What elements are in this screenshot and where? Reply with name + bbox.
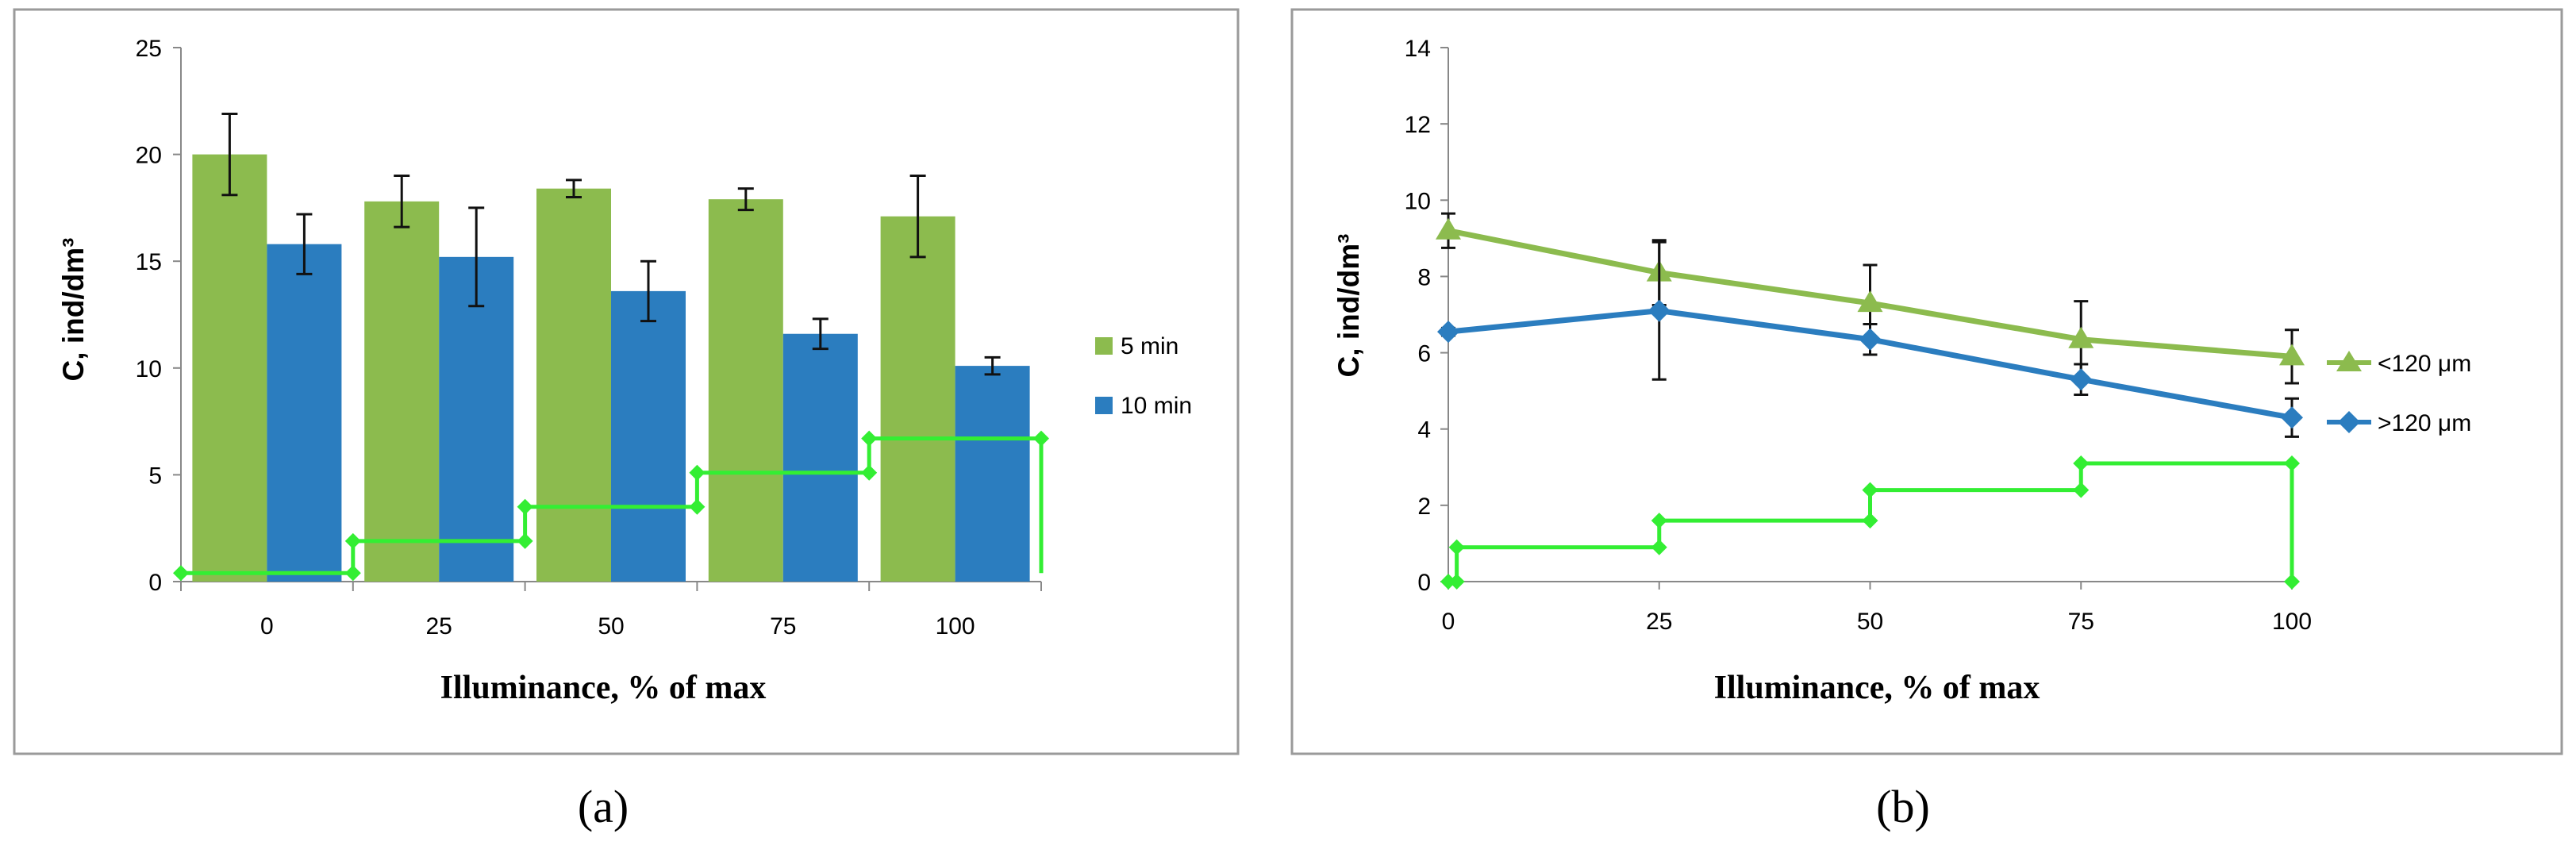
legend-swatch-5-min bbox=[1095, 337, 1113, 355]
light-profile-marker bbox=[1033, 430, 1049, 447]
x-tick-label: 0 bbox=[1442, 609, 1455, 635]
light-profile-marker bbox=[517, 532, 533, 549]
bar bbox=[192, 154, 267, 582]
light-profile-marker bbox=[2284, 574, 2300, 590]
light-profile-marker bbox=[689, 464, 706, 481]
legend-label-10-min: 10 min bbox=[1121, 393, 1192, 419]
panel-b-y-axis-label: C, ind/dm³ bbox=[1332, 234, 1365, 378]
bar bbox=[364, 201, 440, 582]
x-tick-label: 100 bbox=[936, 613, 975, 640]
series-marker-diamond bbox=[2281, 406, 2303, 429]
bar bbox=[880, 216, 955, 582]
light-profile-marker bbox=[861, 464, 878, 481]
legend-label-small: <120 μm bbox=[2378, 351, 2471, 377]
series-marker-triangle bbox=[2068, 326, 2094, 348]
panel-a: 0 5 10 15 20 25 0 25 50 75 100 Illuminance, % of m… bbox=[13, 8, 1240, 755]
y-tick-label: 12 bbox=[1405, 112, 1431, 138]
y-tick-label: 5 bbox=[148, 463, 162, 489]
y-tick-label: 4 bbox=[1417, 417, 1431, 444]
light-profile-marker bbox=[517, 498, 533, 515]
y-tick-label: 0 bbox=[148, 570, 162, 596]
legend-marker-diamond bbox=[2338, 411, 2360, 433]
caption-b: (b) bbox=[1876, 781, 1930, 832]
series-marker-diamond bbox=[1859, 328, 1882, 351]
panel-b-x-axis-label: Illuminance, % of max bbox=[1714, 670, 2040, 706]
light-profile-marker bbox=[2284, 455, 2300, 471]
series-marker-diamond bbox=[1437, 321, 1459, 344]
y-tick-label: 2 bbox=[1417, 494, 1431, 520]
light-profile-marker bbox=[1651, 539, 1667, 555]
x-tick-label: 0 bbox=[260, 613, 274, 640]
panel-b-tick-labels: 0 2 4 6 8 10 12 14 0 25 50 75 100 bbox=[1405, 36, 2312, 635]
panel-b-legend: <120 μm >120 μm bbox=[2327, 351, 2471, 436]
series-marker-triangle bbox=[2279, 344, 2305, 366]
light-profile-marker bbox=[1440, 574, 1456, 590]
panel-b-series bbox=[1436, 212, 2305, 438]
y-tick-label: 6 bbox=[1417, 341, 1431, 367]
y-tick-label: 10 bbox=[1405, 188, 1431, 214]
y-tick-label: 8 bbox=[1417, 264, 1431, 290]
light-profile-marker bbox=[1651, 513, 1667, 529]
panel-b: 0 2 4 6 8 10 12 14 0 25 50 75 100 Illuminance, % of … bbox=[1290, 8, 2563, 755]
bar bbox=[536, 188, 611, 582]
series-marker-diamond bbox=[1647, 299, 1671, 322]
x-tick-label: 25 bbox=[1646, 609, 1672, 635]
y-tick-label: 25 bbox=[136, 36, 162, 62]
light-profile-marker bbox=[173, 565, 189, 582]
light-profile-marker bbox=[1862, 513, 1878, 529]
panel-b-light-profile bbox=[1440, 455, 2300, 590]
light-profile-marker bbox=[2073, 482, 2090, 498]
bar bbox=[611, 290, 686, 582]
bar bbox=[955, 366, 1030, 582]
x-tick-label: 75 bbox=[2068, 609, 2094, 635]
light-profile-marker bbox=[1862, 482, 1878, 498]
light-profile-marker bbox=[344, 532, 361, 549]
legend-swatch-10-min bbox=[1095, 397, 1113, 414]
light-profile-marker bbox=[861, 430, 878, 447]
light-profile-marker bbox=[344, 565, 361, 582]
bar bbox=[708, 199, 783, 582]
panel-a-legend: 5 min 10 min bbox=[1095, 333, 1192, 419]
light-profile-marker bbox=[689, 498, 706, 515]
bar bbox=[439, 256, 514, 582]
x-tick-label: 75 bbox=[770, 613, 796, 640]
series-marker-triangle bbox=[1436, 217, 1461, 240]
legend-label-5-min: 5 min bbox=[1121, 333, 1178, 359]
series-marker-triangle bbox=[1857, 290, 1883, 313]
series-marker-diamond bbox=[2070, 368, 2093, 391]
bar bbox=[267, 244, 342, 582]
panel-a-bars bbox=[192, 112, 1030, 582]
legend-marker-triangle bbox=[2336, 351, 2362, 371]
y-tick-label: 20 bbox=[136, 143, 162, 169]
panel-a-y-axis-label: C, ind/dm³ bbox=[57, 238, 90, 382]
caption-a: (a) bbox=[578, 781, 629, 832]
x-tick-label: 100 bbox=[2272, 609, 2312, 635]
panel-a-x-axis-label: Illuminance, % of max bbox=[440, 670, 767, 706]
panel-a-light-profile bbox=[173, 430, 1049, 582]
y-tick-label: 0 bbox=[1417, 570, 1431, 596]
panel-b-frame bbox=[1290, 8, 2563, 755]
x-tick-label: 50 bbox=[598, 613, 624, 640]
light-profile-marker bbox=[1448, 574, 1465, 590]
light-profile-marker bbox=[2073, 455, 2090, 471]
light-profile-marker bbox=[1448, 539, 1465, 555]
legend-label-large: >120 μm bbox=[2378, 410, 2471, 436]
y-tick-label: 14 bbox=[1405, 36, 1431, 62]
panel-a-tick-labels: 0 5 10 15 20 25 0 25 50 75 100 bbox=[136, 36, 975, 640]
bar bbox=[782, 333, 858, 582]
x-tick-label: 25 bbox=[426, 613, 452, 640]
y-tick-label: 10 bbox=[136, 356, 162, 382]
x-tick-label: 50 bbox=[1857, 609, 1883, 635]
y-tick-label: 15 bbox=[136, 249, 162, 275]
